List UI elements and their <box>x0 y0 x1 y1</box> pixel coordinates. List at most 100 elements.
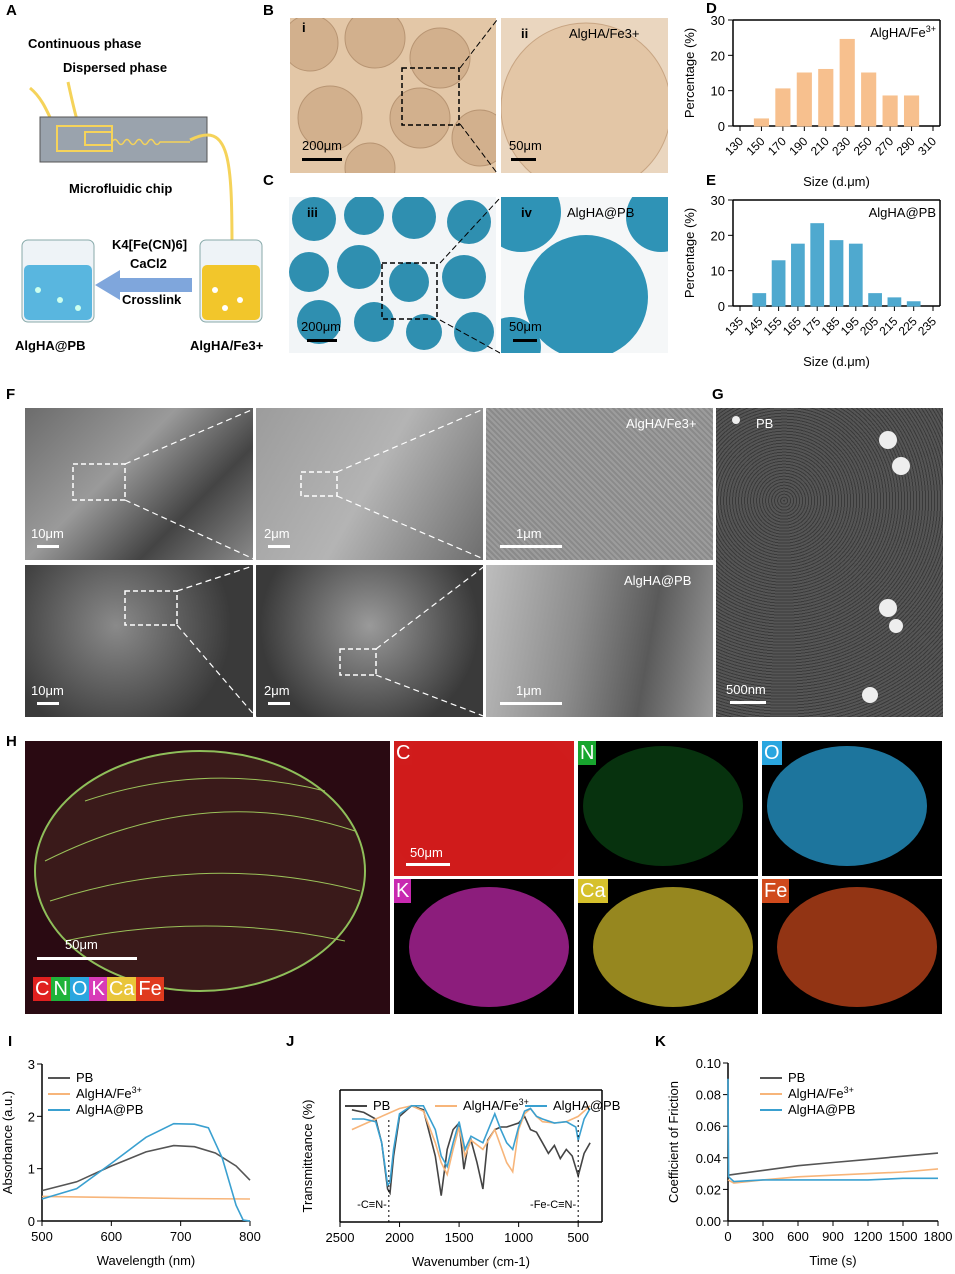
series-line <box>351 1104 591 1177</box>
legend-label: AlgHA@PB <box>788 1102 855 1117</box>
element-label: N <box>578 741 597 765</box>
micrograph-label: ii <box>521 26 529 41</box>
eds-map-k: K <box>394 879 574 1014</box>
scale-bar-label: 1μm <box>516 526 542 541</box>
y-tick-label: 0.10 <box>696 1056 721 1071</box>
legend-label: AlgHA/Fe3+ <box>76 1085 142 1101</box>
element-legend-item: Ca <box>106 977 137 1001</box>
panel-label-k: K <box>655 1033 666 1050</box>
scale-bar-label: 200μm <box>302 138 343 153</box>
bar <box>868 293 882 307</box>
crosslink-label: Crosslink <box>122 292 182 307</box>
bar <box>903 95 920 127</box>
element-legend: C N O K Ca Fe <box>33 977 164 1001</box>
y-tick-label: 0.02 <box>696 1182 721 1197</box>
x-tick-label: 300 <box>752 1229 774 1244</box>
scale-bar <box>268 545 290 548</box>
element-label: K <box>394 879 412 903</box>
annotation: -C≡N- <box>357 1199 387 1211</box>
x-tick-label: 2500 <box>326 1230 355 1245</box>
x-tick-label: 290 <box>894 134 918 158</box>
scale-bar <box>268 702 290 705</box>
legend-label: AlgHA/Fe3+ <box>788 1085 854 1101</box>
scale-bar-label: 50μm <box>509 138 542 153</box>
x-tick-label: 230 <box>829 134 853 158</box>
x-tick-label: 600 <box>787 1229 809 1244</box>
sample-label: AlgHA/Fe3+ <box>569 26 640 41</box>
series-line <box>41 1144 251 1192</box>
continuous-phase-label: Continuous phase <box>28 36 142 51</box>
y-tick-label: 10 <box>711 264 725 279</box>
scale-bar <box>511 158 536 161</box>
zoom-lines <box>439 19 500 354</box>
legend-label: AlgHA/Fe3+ <box>870 24 936 40</box>
x-tick-label: 310 <box>915 134 939 158</box>
micrograph-b-ii: ii AlgHA/Fe3+ 50μm <box>501 18 668 173</box>
x-tick-label: 250 <box>851 134 875 158</box>
x-tick-label: 2000 <box>385 1230 414 1245</box>
legend-label: PB <box>788 1070 805 1085</box>
element-distribution <box>583 746 743 866</box>
element-legend-item: O <box>69 977 90 1001</box>
y-tick-label: 0.06 <box>696 1119 721 1134</box>
y-tick-label: 0.08 <box>696 1088 721 1103</box>
sem-image: 10μm <box>25 565 253 717</box>
x-axis-label: Wavelength (nm) <box>97 1253 196 1268</box>
x-tick-label: 500 <box>31 1229 53 1244</box>
scale-bar <box>302 158 342 161</box>
annotation: -Fe-C≡N- <box>530 1199 576 1211</box>
legend-label: AlgHA@PB <box>76 1102 143 1117</box>
y-tick-label: 2 <box>28 1109 35 1124</box>
bar <box>887 297 902 307</box>
x-tick-label: 190 <box>786 134 810 158</box>
x-tick-label: 1500 <box>445 1230 474 1245</box>
x-tick-label: 1500 <box>889 1229 918 1244</box>
eds-map-n: N <box>578 741 758 876</box>
sem-image: 2μm <box>256 408 483 560</box>
element-distribution <box>777 887 937 1007</box>
eds-map-fe: Fe <box>762 879 942 1014</box>
x-tick-label: 600 <box>100 1229 122 1244</box>
zoom-lines <box>124 407 487 718</box>
element-distribution <box>593 887 753 1007</box>
reagent-label: K4[Fe(CN)6] <box>112 237 188 252</box>
sem-image-pb: PB 500nm <box>716 408 943 717</box>
chart-friction: 0 300 600 900 1200 1500 1800 0.00 0.02 0.04 0.06 0.… <box>666 1056 953 1268</box>
series-line <box>727 1152 939 1176</box>
sem-image: AlgHA@PB 1μm <box>486 565 713 717</box>
bar <box>882 95 898 127</box>
element-legend-item: K <box>89 977 107 1001</box>
panel-label-b: B <box>263 2 274 19</box>
panel-label-h: H <box>6 733 17 750</box>
scale-bar <box>513 339 537 342</box>
scale-bar-label: 50μm <box>65 937 98 952</box>
scale-bar <box>500 702 562 705</box>
element-label: Fe <box>762 879 790 903</box>
eds-map-o: O <box>762 741 942 876</box>
series-line <box>41 1122 251 1222</box>
x-tick-label: 800 <box>239 1229 261 1244</box>
sem-image: 2μm <box>256 565 483 717</box>
x-axis-label: Size (d.μm) <box>803 354 870 369</box>
y-tick-label: 3 <box>28 1057 35 1072</box>
y-tick-label: 0.00 <box>696 1214 721 1229</box>
sample-label: AlgHA@PB <box>624 573 692 588</box>
x-tick-label: 1800 <box>924 1229 953 1244</box>
bar <box>906 301 921 307</box>
scale-bar <box>500 545 562 548</box>
sem-image: AlgHA/Fe3+ 1μm <box>486 408 713 560</box>
scale-bar <box>37 957 137 960</box>
bar <box>810 223 825 307</box>
scale-bar-label: 50μm <box>410 845 443 860</box>
element-legend-item: C <box>33 977 52 1001</box>
y-tick-label: 20 <box>711 228 725 243</box>
element-label: Ca <box>578 879 608 903</box>
y-tick-label: 20 <box>711 48 725 63</box>
chart-size-distribution-algha-pb: 0102030135145155165175185195205215225235… <box>682 193 941 369</box>
bar <box>818 68 834 127</box>
y-tick-label: 0 <box>28 1214 35 1229</box>
element-distribution <box>767 746 927 866</box>
panel-label-j: J <box>286 1033 295 1050</box>
x-tick-label: 150 <box>744 134 768 158</box>
bar <box>791 243 805 307</box>
